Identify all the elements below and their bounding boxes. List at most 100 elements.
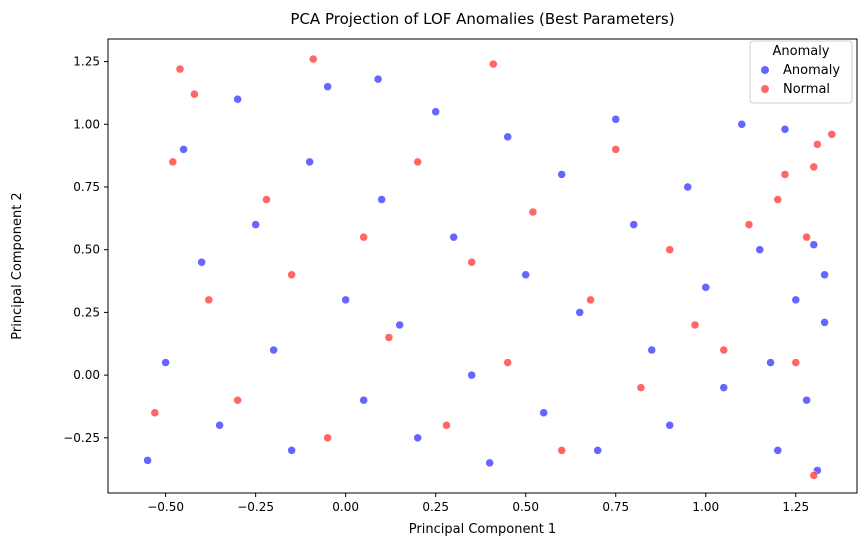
data-point-anomaly xyxy=(161,358,170,367)
y-tick-label: 1.25 xyxy=(73,55,100,69)
x-tick-label: 0.00 xyxy=(332,500,359,514)
data-point-anomaly xyxy=(305,157,314,167)
data-point-normal xyxy=(586,295,595,305)
data-point-anomaly xyxy=(287,446,296,455)
data-point-normal xyxy=(359,232,368,242)
data-point-normal xyxy=(611,145,620,154)
data-point-anomaly xyxy=(773,446,783,455)
data-point-anomaly xyxy=(539,408,548,417)
data-point-normal xyxy=(233,395,242,405)
data-point-normal xyxy=(287,270,296,280)
data-point-anomaly xyxy=(395,320,404,330)
legend-marker-anomaly xyxy=(761,66,769,74)
data-point-anomaly xyxy=(809,240,819,249)
data-points xyxy=(143,54,837,480)
chart-title: PCA Projection of LOF Anomalies (Best Pa… xyxy=(290,10,674,28)
y-tick-label: 0.75 xyxy=(73,180,100,194)
data-point-normal xyxy=(557,446,566,455)
data-point-normal xyxy=(168,157,178,167)
data-point-normal xyxy=(791,358,801,367)
data-point-anomaly xyxy=(467,370,476,380)
data-point-anomaly xyxy=(820,318,829,327)
data-point-normal xyxy=(150,408,160,417)
data-point-normal xyxy=(528,207,538,217)
x-tick-label: 0.25 xyxy=(422,500,449,514)
data-point-normal xyxy=(384,333,394,342)
data-point-anomaly xyxy=(802,395,811,405)
data-point-anomaly xyxy=(373,74,383,84)
data-point-anomaly xyxy=(557,170,566,179)
y-tick-label: 0.00 xyxy=(73,368,100,382)
data-point-anomaly xyxy=(629,220,638,229)
data-point-normal xyxy=(489,59,498,69)
y-tick-label: 0.25 xyxy=(73,305,100,319)
x-axis-ticks: −0.50 −0.25 0.00 0.25 0.50 0.75 1.00 1.25 xyxy=(147,493,809,514)
data-point-normal xyxy=(802,232,811,242)
data-point-normal xyxy=(773,195,783,204)
data-point-normal xyxy=(175,64,185,74)
legend: Anomaly Anomaly Normal xyxy=(749,40,853,104)
data-point-anomaly xyxy=(341,295,350,305)
data-point-anomaly xyxy=(377,195,386,204)
data-point-anomaly xyxy=(449,232,458,242)
data-point-anomaly xyxy=(665,421,674,430)
data-point-anomaly xyxy=(233,94,242,104)
legend-box xyxy=(749,40,853,104)
data-point-anomaly xyxy=(521,270,530,280)
data-point-normal xyxy=(323,433,332,443)
data-point-anomaly xyxy=(791,295,801,305)
data-point-anomaly xyxy=(780,125,790,134)
data-point-normal xyxy=(309,54,318,64)
legend-label-normal: Normal xyxy=(783,82,830,97)
data-point-anomaly xyxy=(359,395,368,405)
data-point-anomaly xyxy=(593,446,602,455)
data-point-anomaly xyxy=(503,132,512,142)
data-point-anomaly xyxy=(701,283,711,292)
y-axis-ticks: −0.25 0.00 0.25 0.50 0.75 1.00 1.25 xyxy=(63,55,108,445)
data-point-anomaly xyxy=(197,257,206,267)
data-point-normal xyxy=(190,89,199,99)
x-tick-label: 1.25 xyxy=(782,500,809,514)
data-point-anomaly xyxy=(766,358,775,367)
data-point-anomaly xyxy=(575,308,584,317)
x-axis-label: Principal Component 1 xyxy=(409,522,556,537)
data-point-anomaly xyxy=(719,383,729,392)
data-point-normal xyxy=(744,220,754,229)
data-point-normal xyxy=(204,295,214,305)
y-tick-label: 1.00 xyxy=(73,117,100,131)
data-point-normal xyxy=(809,471,819,480)
data-point-normal xyxy=(636,383,646,392)
data-point-normal xyxy=(719,345,729,355)
data-point-anomaly xyxy=(215,421,224,430)
x-tick-label: 1.00 xyxy=(692,500,719,514)
data-point-normal xyxy=(665,245,674,254)
data-point-anomaly xyxy=(323,82,332,91)
y-tick-label: 0.50 xyxy=(73,243,100,257)
data-point-normal xyxy=(413,157,422,167)
x-tick-label: 0.75 xyxy=(602,500,629,514)
data-point-anomaly xyxy=(485,458,494,468)
x-tick-label: −0.50 xyxy=(147,500,184,514)
data-point-normal xyxy=(809,162,819,172)
data-point-normal xyxy=(780,170,790,179)
y-tick-label: −0.25 xyxy=(63,431,100,445)
data-point-anomaly xyxy=(647,345,656,355)
data-point-anomaly xyxy=(737,120,747,129)
data-point-anomaly xyxy=(755,245,765,254)
legend-marker-normal xyxy=(761,85,769,93)
data-point-normal xyxy=(827,130,837,139)
data-point-anomaly xyxy=(413,433,422,443)
data-point-normal xyxy=(503,358,512,367)
x-tick-label: −0.25 xyxy=(237,500,274,514)
data-point-anomaly xyxy=(683,182,693,192)
legend-label-anomaly: Anomaly xyxy=(783,63,840,78)
data-point-anomaly xyxy=(143,456,152,465)
data-point-normal xyxy=(442,421,451,430)
data-point-normal xyxy=(262,195,271,204)
y-axis-label: Principal Component 2 xyxy=(10,192,25,339)
data-point-normal xyxy=(467,257,476,267)
data-point-anomaly xyxy=(179,145,188,154)
data-point-normal xyxy=(813,140,822,149)
data-point-normal xyxy=(690,320,700,330)
